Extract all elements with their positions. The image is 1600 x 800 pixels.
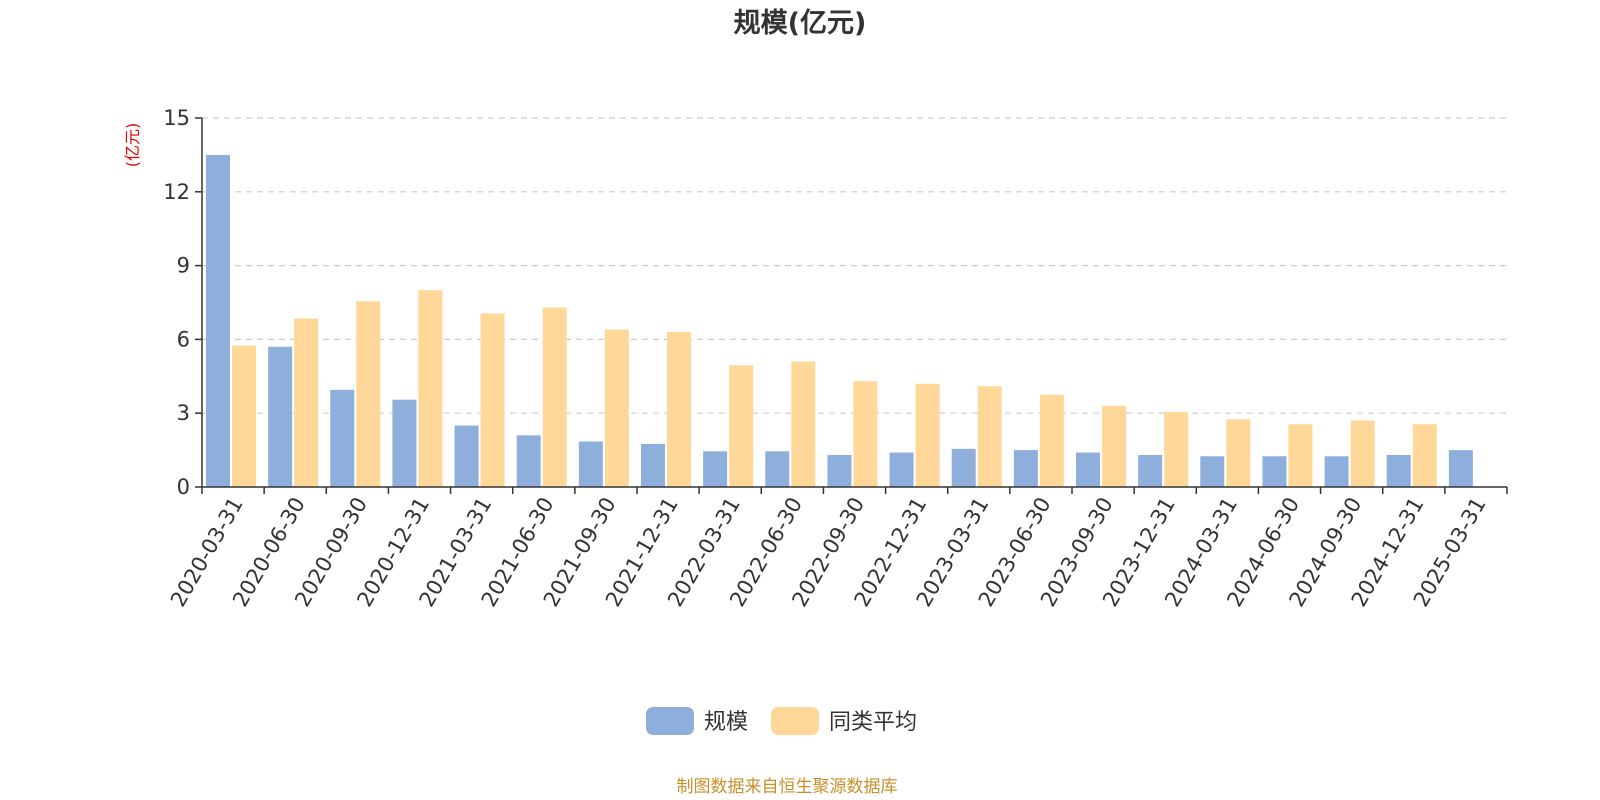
- bar-peer-average: [481, 314, 505, 487]
- y-tick-label: 6: [177, 327, 190, 351]
- bar-scale: [952, 449, 976, 487]
- y-axis-unit-label: (亿元): [123, 123, 142, 168]
- bar-scale: [827, 455, 851, 487]
- bar-peer-average: [1102, 406, 1126, 487]
- bar-peer-average: [294, 318, 318, 487]
- bar-peer-average: [356, 301, 380, 487]
- bar-scale: [1138, 455, 1162, 487]
- bar-peer-average: [605, 330, 629, 487]
- bar-scale: [1200, 456, 1224, 487]
- bar-peer-average: [1288, 424, 1312, 487]
- bar-peer-average: [853, 381, 877, 487]
- y-tick-label: 3: [177, 401, 190, 425]
- bar-peer-average: [916, 384, 940, 487]
- bar-peer-average: [1226, 419, 1250, 487]
- legend-label: 规模: [704, 710, 748, 735]
- bar-peer-average: [1413, 424, 1437, 487]
- bar-peer-average: [791, 362, 815, 487]
- legend-swatch: [646, 707, 694, 735]
- y-tick-label: 0: [177, 475, 190, 499]
- bar-scale: [765, 451, 789, 487]
- legend-item-scale[interactable]: 规模: [646, 707, 748, 735]
- legend-item-peer-average[interactable]: 同类平均: [771, 707, 917, 735]
- bar-scale: [641, 444, 665, 487]
- bar-scale: [1387, 455, 1411, 487]
- bar-scale: [1262, 456, 1286, 487]
- y-tick-label: 12: [163, 180, 190, 204]
- bar-peer-average: [1164, 412, 1188, 487]
- source-note: 制图数据来自恒生聚源数据库: [677, 777, 898, 797]
- bar-peer-average: [543, 307, 567, 487]
- y-tick-label: 15: [163, 106, 190, 130]
- bar-peer-average: [729, 365, 753, 487]
- bar-scale: [1449, 450, 1473, 487]
- bar-scale: [330, 390, 354, 487]
- bar-scale: [268, 347, 292, 487]
- bar-scale: [890, 453, 914, 487]
- bar-scale: [392, 400, 416, 487]
- bar-scale: [1325, 456, 1349, 487]
- bars: [206, 155, 1473, 487]
- bar-scale: [703, 451, 727, 487]
- bar-peer-average: [667, 332, 691, 487]
- bar-scale: [1014, 450, 1038, 487]
- bar-peer-average: [232, 346, 256, 487]
- legend-label: 同类平均: [829, 710, 917, 735]
- legend-swatch: [771, 707, 819, 735]
- y-tick-label: 9: [177, 254, 190, 278]
- bar-peer-average: [978, 386, 1002, 487]
- bar-scale: [455, 426, 479, 488]
- legend[interactable]: 规模 同类平均: [646, 707, 917, 735]
- bar-peer-average: [418, 290, 442, 487]
- bar-scale: [579, 441, 603, 487]
- bar-peer-average: [1040, 395, 1064, 487]
- bar-scale: [206, 155, 230, 487]
- bar-peer-average: [1351, 421, 1375, 487]
- chart-title: 规模(亿元): [734, 8, 867, 39]
- bar-scale: [1076, 453, 1100, 487]
- bar-scale: [517, 435, 541, 487]
- grid-lines: [202, 118, 1507, 413]
